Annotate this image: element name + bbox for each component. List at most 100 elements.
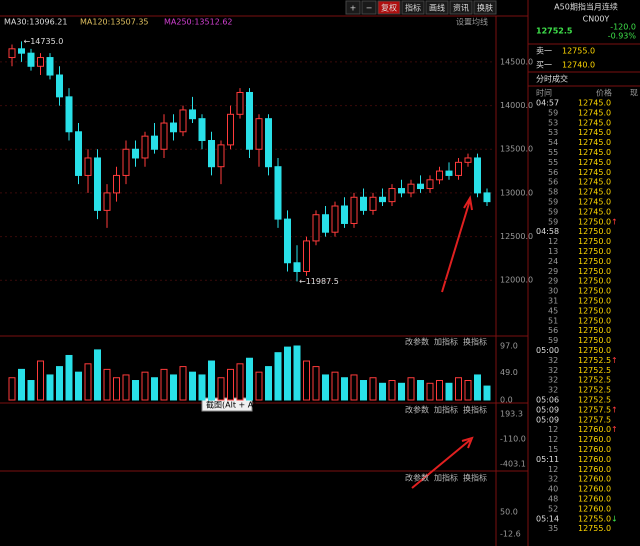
row-price: 12752.5 xyxy=(578,396,611,405)
row-price: 12755.0 xyxy=(578,524,611,533)
toolbar-label[interactable]: 画线 xyxy=(429,3,445,13)
volume-bar xyxy=(331,371,339,401)
row-price: 12745.0 xyxy=(578,178,611,187)
row-time: 56 xyxy=(548,178,558,187)
y-tick-label: 13000.0 xyxy=(500,188,533,197)
pane-button[interactable]: 加指标 xyxy=(434,473,458,483)
volume-bar xyxy=(151,377,158,401)
volume-bar xyxy=(265,366,272,401)
row-price: 12750.0 xyxy=(578,247,611,256)
quote-code: CN00Y xyxy=(583,15,610,24)
row-time: 51 xyxy=(548,316,558,325)
row-price: 12755.0 xyxy=(578,514,611,523)
row-price: 12750.0 xyxy=(578,316,611,325)
toolbar-button[interactable] xyxy=(449,0,473,15)
row-time: 55 xyxy=(548,158,558,167)
y-tick-label: 97.0 xyxy=(500,342,518,351)
row-time: 12 xyxy=(548,425,558,434)
toolbar-button[interactable] xyxy=(361,0,377,15)
row-price: 12760.0 xyxy=(578,495,611,504)
pane-button[interactable]: 换指标 xyxy=(463,337,487,347)
kdj-tick: -12.6 xyxy=(500,530,521,539)
row-time: 05:11 xyxy=(536,455,559,464)
candle-body xyxy=(65,96,73,133)
pane-button[interactable]: 改参数 xyxy=(405,405,429,415)
pane-button[interactable]: 改参数 xyxy=(405,337,429,347)
candle-body xyxy=(75,131,82,176)
volume-bar xyxy=(369,377,377,401)
annotation-arrow xyxy=(441,195,473,293)
volume-bar xyxy=(65,354,73,401)
volume-bar xyxy=(426,382,434,401)
volume-bar xyxy=(255,371,263,401)
row-price: 12752.5 xyxy=(578,356,611,365)
row-arrow: ↑ xyxy=(611,217,618,226)
candle-body xyxy=(483,192,491,203)
volume-bar xyxy=(75,371,82,401)
row-price: 12745.0 xyxy=(578,138,611,147)
toolbar-button[interactable] xyxy=(401,0,425,15)
toolbar-button[interactable] xyxy=(425,0,449,15)
row-price: 12750.0 xyxy=(578,227,611,236)
toolbar-button[interactable] xyxy=(377,0,401,15)
y-tick-label: 12500.0 xyxy=(500,232,533,241)
candle-body xyxy=(122,148,130,176)
volume-bar xyxy=(94,349,101,401)
pane-button[interactable]: 改参数 xyxy=(405,473,429,483)
row-time: 35 xyxy=(548,524,558,533)
sell-label: 卖一 xyxy=(536,47,552,56)
pane-button[interactable]: 换指标 xyxy=(463,405,487,415)
row-time: 05:00 xyxy=(536,346,559,355)
row-price: 12760.0 xyxy=(578,445,611,454)
candle-body xyxy=(388,188,396,203)
volume-bar xyxy=(113,377,120,401)
candle-body xyxy=(246,91,253,150)
row-price: 12745.0 xyxy=(578,128,611,137)
volume-bar xyxy=(103,368,111,401)
volume-bar xyxy=(217,377,225,401)
buy-price: 12740.0 xyxy=(562,61,595,70)
y-tick-label: 13500.0 xyxy=(500,145,533,154)
pane-button[interactable]: 换指标 xyxy=(463,473,487,483)
candle-body xyxy=(18,48,25,54)
volume-bar xyxy=(8,377,16,401)
row-price: 12760.0 xyxy=(578,475,611,484)
candle-body xyxy=(284,218,291,264)
ma-setting[interactable]: 设置均线 xyxy=(456,17,488,27)
candle-body xyxy=(474,157,481,194)
candle-body xyxy=(189,109,196,120)
row-time: 32 xyxy=(548,475,558,484)
toolbar-label[interactable]: 指标 xyxy=(405,3,421,13)
volume-bar xyxy=(303,360,310,401)
row-time: 31 xyxy=(548,297,558,306)
toolbar-label[interactable]: 换肤 xyxy=(477,3,493,13)
row-time: 15 xyxy=(548,445,558,454)
volume-bar xyxy=(445,382,453,401)
volume-bar xyxy=(379,382,386,401)
toolbar-label[interactable]: − xyxy=(366,4,373,13)
y-tick-label: 14500.0 xyxy=(500,57,533,66)
candle-body xyxy=(56,74,63,98)
candle-body xyxy=(398,188,405,194)
col-header: 价格 xyxy=(596,88,612,98)
volume-bar xyxy=(56,366,63,401)
toolbar-button[interactable] xyxy=(473,0,497,15)
candle-body xyxy=(265,118,272,168)
candle-body xyxy=(46,57,54,76)
volume-bar xyxy=(284,346,291,401)
row-price: 12745.0 xyxy=(578,168,611,177)
pane-button[interactable]: 加指标 xyxy=(434,337,458,347)
candle-body xyxy=(151,135,158,150)
toolbar-label[interactable]: 复权 xyxy=(381,3,397,13)
candle-body xyxy=(217,144,225,168)
pane-button[interactable]: 加指标 xyxy=(434,405,458,415)
macd-tick: 193.3 xyxy=(500,410,523,419)
legend-ma120: MA120:13507.35 xyxy=(80,18,149,27)
toolbar-button[interactable] xyxy=(345,0,361,15)
toolbar-label[interactable]: 资讯 xyxy=(453,3,469,13)
y-tick-label: 14000.0 xyxy=(500,101,533,110)
toolbar-label[interactable]: + xyxy=(350,4,357,13)
candle-body xyxy=(84,157,92,176)
col-header: 时间 xyxy=(536,88,552,98)
